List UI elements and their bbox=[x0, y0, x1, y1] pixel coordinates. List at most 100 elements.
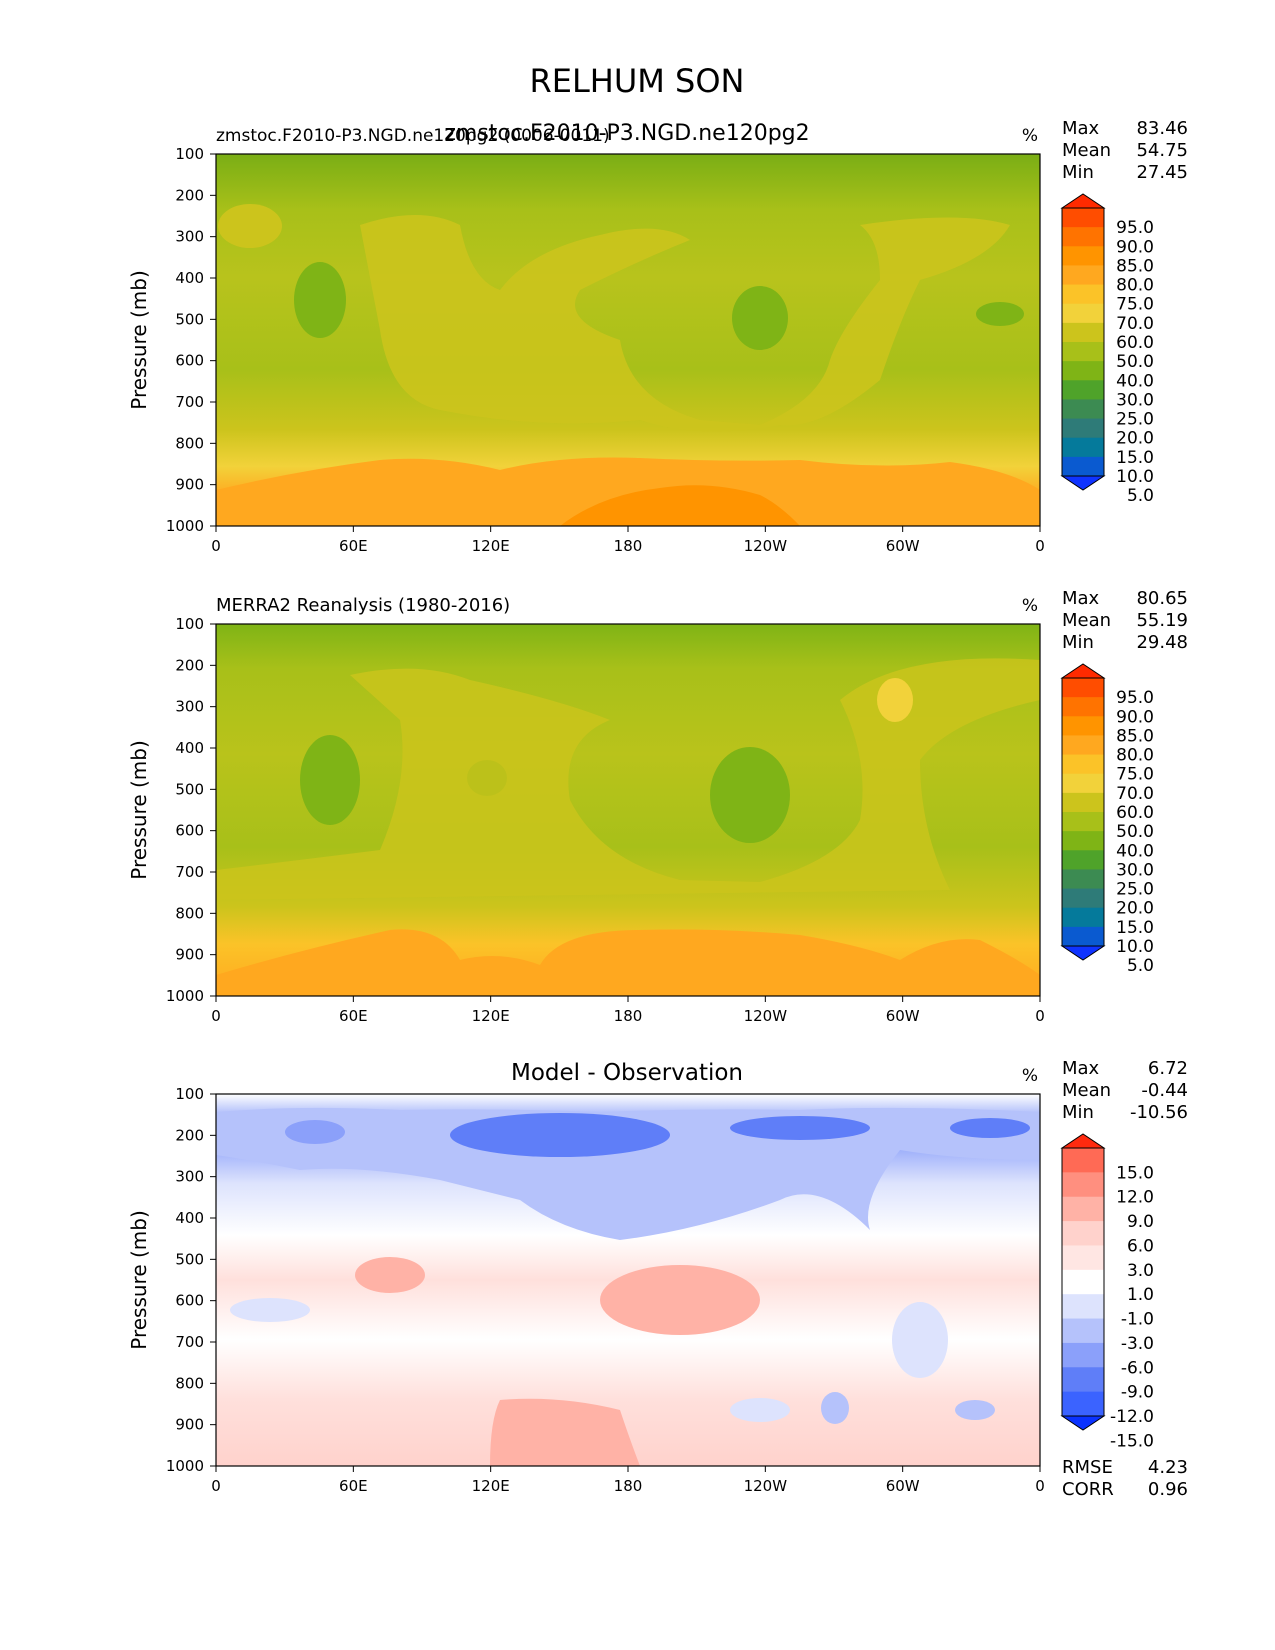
panel-reference: MERRA2 Reanalysis (1980-2016) % Pressure… bbox=[127, 588, 1188, 1025]
panel-test-xtick-label: 120W bbox=[744, 537, 788, 555]
panel-test-colorbar-label: 25.0 bbox=[1116, 410, 1154, 430]
panel-difference-stat-label: Max bbox=[1062, 1058, 1100, 1079]
panel-test-title-center: zmstoc.F2010-P3.NGD.ne120pg2 bbox=[444, 121, 809, 146]
panel-test-colorbar-label: 85.0 bbox=[1116, 256, 1154, 276]
panel-difference-stat-value: 6.72 bbox=[1148, 1058, 1188, 1079]
panel-test-colorbar-label: 30.0 bbox=[1116, 390, 1154, 410]
panel-difference-colorbar-label: -12.0 bbox=[1110, 1407, 1154, 1427]
panel-test-ytick-label: 700 bbox=[175, 393, 204, 411]
panel-difference-colorbar-label: 9.0 bbox=[1127, 1212, 1154, 1232]
panel-test-colorbar-label: 40.0 bbox=[1116, 371, 1154, 391]
panel-difference-xtick-label: 0 bbox=[1035, 1477, 1045, 1495]
panel-test: zmstoc.F2010-P3.NGD.ne120pg2 (0006-0011)… bbox=[127, 118, 1188, 555]
panel-difference-xtick-label: 120W bbox=[744, 1477, 788, 1495]
panel-difference-y-axis: 100 200 300 400 500 600 700 800 900 1000 bbox=[166, 1085, 216, 1475]
panel-reference-xtick-label: 0 bbox=[211, 1007, 221, 1025]
panel-difference-ytick-label: 300 bbox=[175, 1168, 204, 1186]
panel-difference-moist-region bbox=[490, 1398, 640, 1466]
panel-reference-colorbar-swatch bbox=[1062, 888, 1104, 909]
panel-test-colorbar-label: 5.0 bbox=[1127, 486, 1154, 506]
panel-difference-ytick-label: 500 bbox=[175, 1250, 204, 1268]
panel-test-stat-label: Max bbox=[1062, 118, 1100, 139]
panel-difference-extra-stat-label: CORR bbox=[1062, 1479, 1114, 1500]
panel-test-units: % bbox=[1022, 126, 1038, 146]
panel-reference-plot-area bbox=[215, 623, 1041, 997]
panel-difference-extra-stats: RMSE 4.23 CORR 0.96 bbox=[1062, 1457, 1188, 1500]
panel-reference-colorbar-swatch bbox=[1062, 716, 1104, 736]
panel-difference-colorbar-label: 1.0 bbox=[1127, 1285, 1154, 1305]
panel-test-moist-region bbox=[732, 286, 788, 350]
panel-difference-colorbar-frame bbox=[1061, 1147, 1105, 1417]
panel-difference-x-axis: 0 60E 120E 180 120W 60W 0 bbox=[211, 1466, 1045, 1495]
panel-difference-weak-dry-region bbox=[730, 1398, 790, 1422]
panel-reference-colorbar-extend-top bbox=[1060, 663, 1106, 679]
panel-test-ytick-label: 1000 bbox=[166, 517, 204, 535]
panel-difference-ylabel: Pressure (mb) bbox=[127, 1210, 151, 1350]
panel-test-colorbar-swatch bbox=[1062, 284, 1104, 305]
panel-reference-ytick-label: 500 bbox=[175, 780, 204, 798]
panel-reference-xtick-label: 60W bbox=[886, 1007, 920, 1025]
panel-reference-colorbar-swatch bbox=[1062, 735, 1104, 756]
panel-difference-strong-dry-region bbox=[450, 1113, 670, 1157]
panel-difference: Model - Observation % Pressure (mb) 100 2… bbox=[127, 1058, 1188, 1500]
panel-test-ylabel: Pressure (mb) bbox=[127, 270, 151, 410]
panel-reference-colorbar-label: 20.0 bbox=[1116, 899, 1154, 919]
panel-difference-ytick-label: 600 bbox=[175, 1292, 204, 1310]
panel-reference-ytick-label: 700 bbox=[175, 863, 204, 881]
panel-reference-xtick-label: 180 bbox=[614, 1007, 643, 1025]
panel-test-colorbar-label: 80.0 bbox=[1116, 276, 1154, 296]
panel-reference-colorbar: 95.090.085.080.075.070.060.050.040.030.0… bbox=[1060, 663, 1154, 976]
panel-reference-ytick-label: 100 bbox=[175, 615, 204, 633]
panel-test-stat-label: Mean bbox=[1062, 140, 1111, 161]
panel-reference-stats: Max 80.65 Mean 55.19 Min 29.48 bbox=[1062, 588, 1188, 653]
panel-reference-colorbar-swatch bbox=[1062, 812, 1104, 832]
panel-reference-x-axis: 0 60E 120E 180 120W 60W 0 bbox=[211, 996, 1045, 1025]
panel-test-ytick-label: 100 bbox=[175, 145, 204, 163]
panel-reference-colorbar-label: 95.0 bbox=[1116, 688, 1154, 708]
panel-test-stat-value: 27.45 bbox=[1136, 162, 1188, 183]
panel-difference-colorbar-label: 3.0 bbox=[1127, 1261, 1154, 1281]
panel-difference-colorbar-label: 12.0 bbox=[1116, 1188, 1154, 1208]
panel-reference-ytick-label: 1000 bbox=[166, 987, 204, 1005]
panel-reference-stat-value: 29.48 bbox=[1136, 632, 1188, 653]
panel-test-colorbar-label: 75.0 bbox=[1116, 295, 1154, 315]
panel-difference-colorbar-swatch bbox=[1062, 1148, 1104, 1173]
panel-difference-plot-area bbox=[215, 1093, 1041, 1467]
panel-test-humid-core bbox=[560, 485, 800, 526]
panel-test-colorbar-swatch bbox=[1062, 456, 1104, 477]
panel-test-colorbar-label: 50.0 bbox=[1116, 352, 1154, 372]
panel-test-xtick-label: 0 bbox=[211, 537, 221, 555]
panel-difference-colorbar-label: 6.0 bbox=[1127, 1236, 1154, 1256]
panel-reference-xtick-label: 120W bbox=[744, 1007, 788, 1025]
panel-test-colorbar-swatch bbox=[1062, 418, 1104, 439]
panel-difference-dry-band bbox=[216, 1107, 1040, 1240]
panel-difference-moist-region bbox=[600, 1265, 760, 1335]
panel-reference-xtick-label: 120E bbox=[472, 1007, 510, 1025]
panel-reference-colorbar-swatch bbox=[1062, 907, 1104, 928]
panel-test-ytick-label: 300 bbox=[175, 228, 204, 246]
panel-reference-dry-region bbox=[216, 658, 1040, 900]
panel-reference-colorbar-swatch bbox=[1062, 754, 1104, 775]
panel-test-stats: Max 83.46 Mean 54.75 Min 27.45 bbox=[1062, 118, 1188, 183]
panel-reference-units: % bbox=[1022, 596, 1038, 616]
panel-test-ytick-label: 500 bbox=[175, 310, 204, 328]
panel-difference-stat-label: Min bbox=[1062, 1102, 1094, 1123]
panel-difference-colorbar-extend-top bbox=[1060, 1133, 1106, 1149]
panel-test-title-left: zmstoc.F2010-P3.NGD.ne120pg2 (0006-0011) bbox=[216, 126, 610, 146]
panel-difference-xtick-label: 60E bbox=[339, 1477, 368, 1495]
panel-test-moist-region bbox=[976, 302, 1024, 326]
panel-reference-dry-region bbox=[877, 678, 913, 722]
panel-difference-strong-dry-region bbox=[730, 1116, 870, 1140]
panel-test-colorbar-swatch bbox=[1062, 342, 1104, 362]
panel-reference-ylabel: Pressure (mb) bbox=[127, 740, 151, 880]
panel-reference-stat-value: 80.65 bbox=[1136, 588, 1188, 609]
panel-difference-colorbar-swatch bbox=[1062, 1221, 1104, 1246]
panel-reference-colorbar-label: 75.0 bbox=[1116, 765, 1154, 785]
panel-reference-colorbar-label: 50.0 bbox=[1116, 822, 1154, 842]
panel-test-colorbar-swatch bbox=[1062, 246, 1104, 266]
panel-reference-colorbar-frame bbox=[1061, 677, 1105, 947]
panel-reference-stat-label: Min bbox=[1062, 632, 1094, 653]
panel-difference-moist-region bbox=[355, 1257, 425, 1293]
panel-difference-stat-value: -10.56 bbox=[1130, 1102, 1188, 1123]
